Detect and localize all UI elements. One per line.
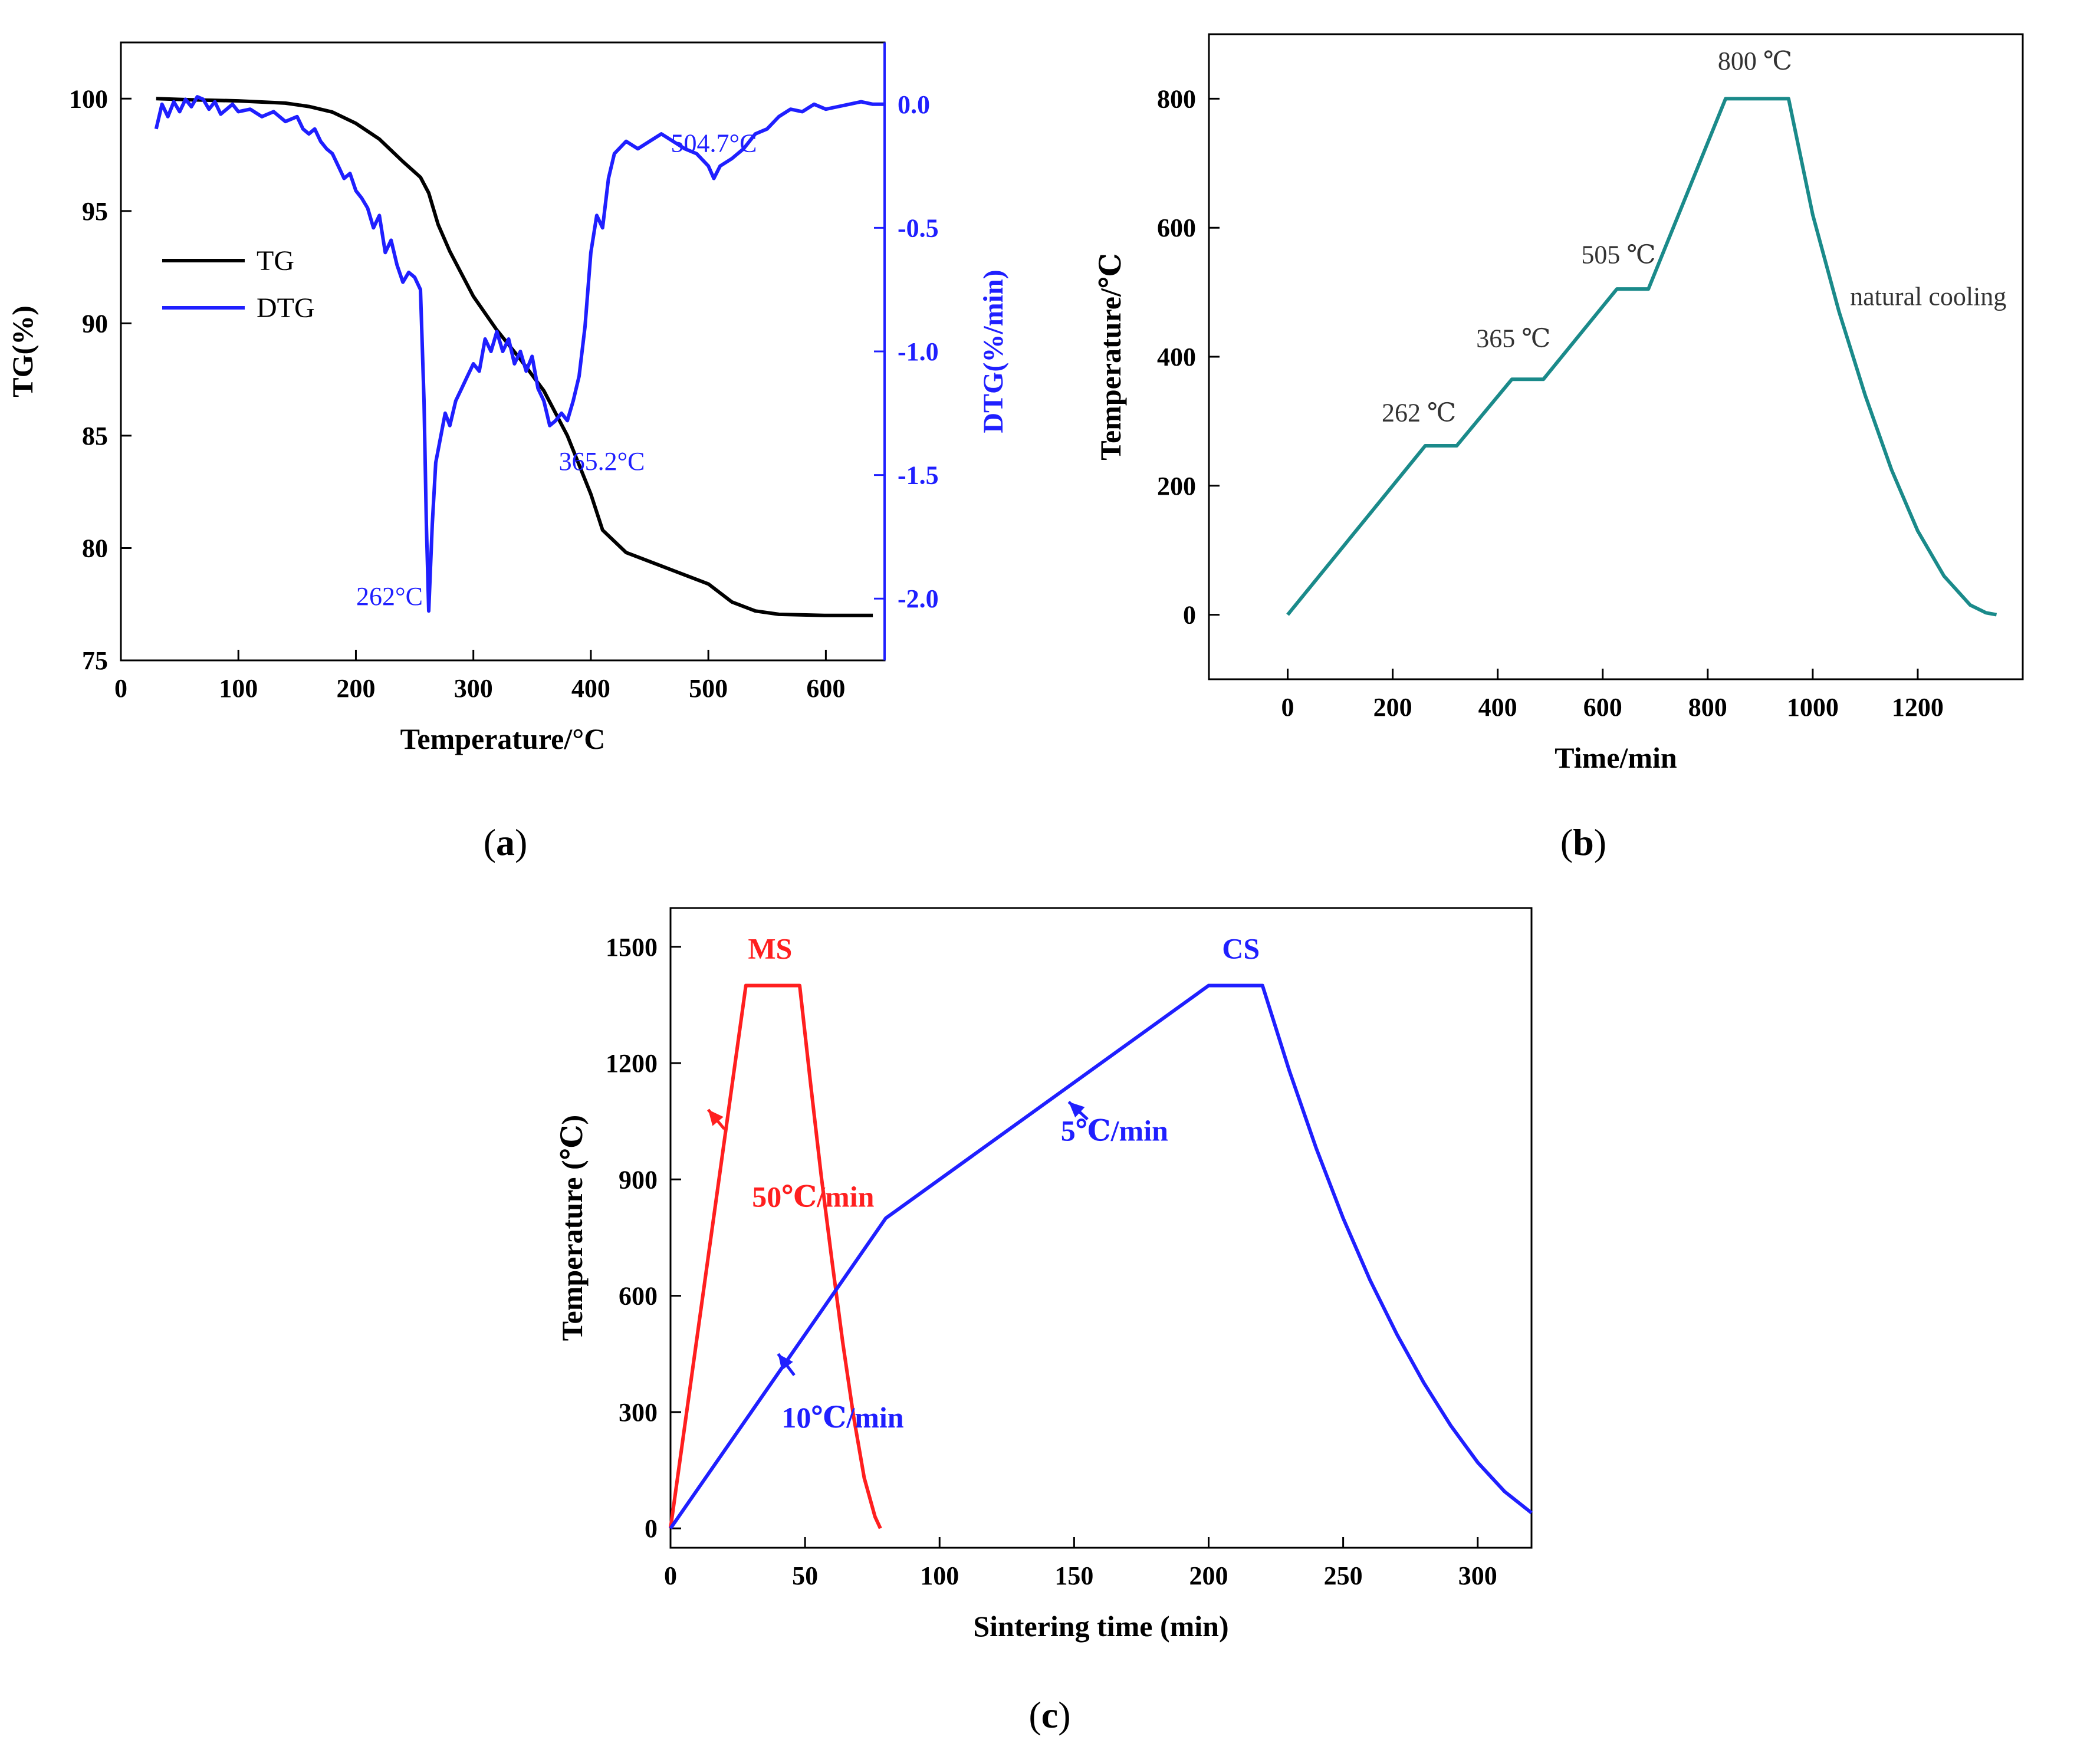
y2-tick-label-a-0: -2.0 (898, 584, 939, 613)
x-tick-label-b-0: 0 (1281, 693, 1294, 722)
x-tick-label-b-2: 400 (1478, 693, 1517, 722)
y-tick-label-c-2: 600 (619, 1282, 658, 1311)
annotation-b-1: 365 ℃ (1476, 324, 1550, 353)
annotation-c-4: 10℃/min (781, 1401, 903, 1434)
x-axis-label-c: Sintering time (min) (973, 1610, 1228, 1643)
annotation-c-3: 5℃/min (1061, 1114, 1168, 1147)
x-tick-label-a-0: 0 (114, 674, 127, 703)
x-tick-label-a-1: 100 (219, 674, 258, 703)
x-axis-label-a: Temperature/°C (400, 722, 606, 755)
y-axis-label-a: TG(%) (6, 305, 39, 397)
y-tick-label-a-5: 100 (69, 84, 108, 113)
y-tick-label-b-1: 200 (1157, 472, 1196, 501)
x-tick-label-c-6: 300 (1458, 1561, 1497, 1590)
y-tick-label-a-2: 85 (82, 422, 108, 450)
annotation-c-2: 50℃/min (752, 1180, 874, 1213)
arrow-5-rate-head (1069, 1101, 1085, 1118)
series-line-c-cs (669, 983, 1533, 1529)
annotation-a-1: 365.2°C (559, 447, 645, 476)
y2-tick-label-a-1: -1.5 (898, 461, 939, 490)
y-tick-label-c-1: 300 (619, 1398, 658, 1427)
annotation-b-0: 262 ℃ (1382, 398, 1456, 427)
x-tick-label-a-6: 600 (806, 674, 845, 703)
x-tick-label-c-1: 50 (792, 1561, 818, 1590)
annotation-c-1: CS (1222, 932, 1260, 965)
x-tick-label-c-3: 150 (1054, 1561, 1093, 1590)
y-tick-label-a-1: 80 (82, 534, 108, 562)
y2-axis-label-a: DTG(%/min) (978, 269, 1009, 433)
annotation-b-2: 505 ℃ (1581, 240, 1655, 269)
x-tick-label-b-6: 1200 (1892, 693, 1944, 722)
y-tick-label-c-3: 900 (619, 1165, 658, 1194)
y-tick-label-c-5: 1500 (606, 933, 658, 962)
x-axis-label-b: Time/min (1555, 741, 1677, 774)
plot-frame-c (669, 907, 1533, 1549)
y-tick-label-c-0: 0 (645, 1514, 658, 1543)
x-tick-label-b-1: 200 (1373, 693, 1412, 722)
x-tick-label-a-3: 300 (454, 674, 493, 703)
x-tick-label-c-5: 250 (1324, 1561, 1363, 1590)
plot-frame-b (1208, 33, 2024, 680)
annotation-c-0: MS (748, 932, 792, 965)
panel-a: (a) 0 100 200 300 400 500 600 75 80 85 90 95 100 -2.0… (6, 41, 1009, 863)
y-tick-label-c-4: 1200 (606, 1049, 658, 1078)
y-tick-label-a-4: 95 (82, 197, 108, 226)
x-tick-label-c-0: 0 (664, 1561, 677, 1590)
y2-tick-label-a-4: 0.0 (898, 90, 930, 119)
y2-tick-label-a-2: -1.0 (898, 337, 939, 366)
arrow-10-rate-head (778, 1354, 793, 1371)
x-tick-label-c-4: 200 (1189, 1561, 1228, 1590)
panel-c-label: (c) (1028, 1694, 1070, 1736)
series-line-a-dtg (154, 95, 885, 613)
y-tick-label-b-4: 800 (1157, 84, 1196, 113)
x-tick-label-c-2: 100 (920, 1561, 959, 1590)
y-axis-label-b: Temperature/℃ (1094, 253, 1127, 460)
y-tick-label-a-0: 75 (82, 646, 108, 675)
y-tick-label-b-0: 0 (1183, 601, 1196, 630)
panel-a-label: (a) (484, 821, 528, 863)
legend-label-dtg: DTG (257, 292, 315, 324)
y-axis-label-c: Temperature (℃) (556, 1115, 589, 1341)
y2-tick-label-a-3: -0.5 (898, 213, 939, 242)
panel-c: (c) 0 50 100 150 200 250 300 0 300 600 900 1200 1500… (556, 907, 1533, 1736)
x-tick-label-b-4: 800 (1688, 693, 1727, 722)
panel-b-label: (b) (1560, 821, 1606, 863)
panel-b: (b) 0 200 400 600 800 1000 1200 0 200 400 600 800 Ti… (1094, 33, 2024, 863)
arrow-50-rate-head (708, 1109, 724, 1126)
y-tick-label-b-2: 400 (1157, 343, 1196, 371)
x-tick-label-a-2: 200 (336, 674, 375, 703)
annotation-a-2: 504.7°C (671, 129, 757, 158)
x-tick-label-a-5: 500 (689, 674, 728, 703)
legend-label-tg: TG (257, 245, 294, 277)
series-line-c-ms (669, 983, 882, 1529)
y-tick-label-a-3: 90 (82, 309, 108, 338)
series-line-b-sintering-profile (1286, 97, 1997, 617)
x-tick-label-a-4: 400 (571, 674, 610, 703)
x-tick-label-b-5: 1000 (1787, 693, 1839, 722)
annotation-a-0: 262°C (356, 582, 423, 611)
annotation-b-4: natural cooling (1850, 282, 2006, 311)
annotation-b-3: 800 ℃ (1718, 47, 1792, 75)
y-tick-label-b-3: 600 (1157, 213, 1196, 242)
x-tick-label-b-3: 600 (1583, 693, 1622, 722)
